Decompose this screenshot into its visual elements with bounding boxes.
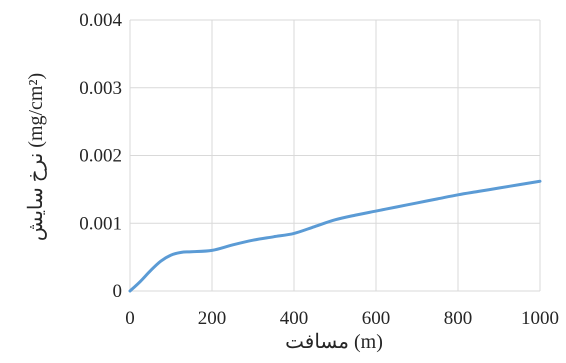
x-tick-label: 1000 — [521, 308, 559, 329]
x-tick-label: 600 — [362, 308, 391, 329]
y-tick-label: 0.004 — [79, 10, 122, 31]
gridlines — [129, 19, 541, 292]
y-tick-label: 0.002 — [79, 146, 122, 167]
y-tick-label: 0 — [113, 281, 123, 302]
x-tick-label: 400 — [280, 308, 309, 329]
series-line — [128, 179, 542, 293]
tick-labels: 0 0.001 0.002 0.003 0.004 0 200 400 600 800 1000 — [79, 10, 559, 329]
x-tick-label: 200 — [198, 308, 227, 329]
x-tick-label: 0 — [125, 308, 135, 329]
series-layer — [128, 179, 542, 293]
x-tick-label: 800 — [444, 308, 473, 329]
y-tick-label: 0.001 — [79, 213, 122, 234]
y-tick-label: 0.003 — [79, 78, 122, 99]
y-axis-title: نرخ سایش (mg/cm²) — [25, 73, 47, 241]
x-axis-title: مسافت (m) — [285, 331, 383, 353]
